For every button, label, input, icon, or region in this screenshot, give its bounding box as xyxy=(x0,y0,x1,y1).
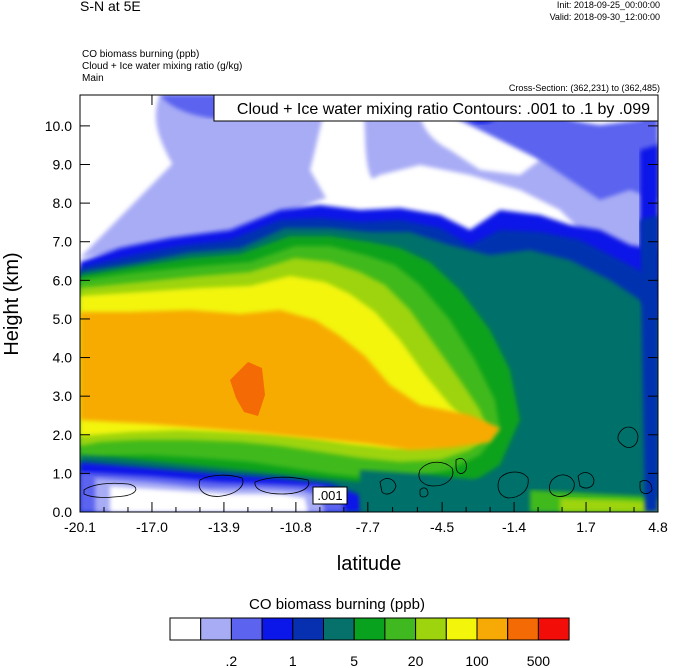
colorbar-label: 1 xyxy=(289,653,297,668)
contour-legend-text: Cloud + Ice water mixing ratio Contours:… xyxy=(237,101,650,118)
colorbar-swatch xyxy=(353,617,386,641)
contour-legend-box xyxy=(213,94,659,122)
colorbar-swatch xyxy=(200,617,232,641)
cloud-contours xyxy=(83,426,653,499)
colorbar-swatch xyxy=(169,617,202,641)
y-tick-label: 8.0 xyxy=(53,195,73,211)
x-tick-label: 1.7 xyxy=(576,519,596,535)
y-tick-label: 7.0 xyxy=(53,234,73,250)
x-tick-label: -7.7 xyxy=(356,519,380,535)
init-time: Init: 2018-09-25_00:00:00 xyxy=(556,0,660,10)
contour-label-text: .001 xyxy=(317,488,342,503)
colorbar-swatch xyxy=(445,617,478,641)
contour-fill-field xyxy=(80,95,658,512)
y-axis-ticks: 0.0 1.0 2.0 3.0 4.0 5.0 6.0 7.0 8.0 9.0 10.0 xyxy=(45,118,658,520)
y-tick-label: 6.0 xyxy=(53,272,73,288)
y-tick-label: 10.0 xyxy=(45,118,72,134)
x-tick-label: -17.0 xyxy=(136,519,168,535)
y-tick-label: 3.0 xyxy=(53,388,73,404)
colorbar-swatch xyxy=(476,617,509,641)
colorbar-swatch xyxy=(323,617,355,641)
y-tick-label: 2.0 xyxy=(53,427,73,443)
y-tick-label: 1.0 xyxy=(53,465,73,481)
x-tick-label: -4.5 xyxy=(430,519,454,535)
subtitle-line-1: CO biomass burning (ppb) xyxy=(82,49,200,60)
colorbar-swatch xyxy=(261,617,294,641)
colorbar-label: 100 xyxy=(465,653,489,668)
valid-time: Valid: 2018-09-30_12:00:00 xyxy=(549,12,660,22)
colorbar-swatch xyxy=(384,617,417,641)
x-tick-label: -1.4 xyxy=(502,519,526,535)
colorbar-labels: .2 1 5 20 100 500 xyxy=(226,653,551,668)
colorbar-swatch xyxy=(415,617,447,641)
colorbar-swatch xyxy=(292,617,324,641)
y-tick-label: 5.0 xyxy=(53,311,73,327)
colorbar-label: 500 xyxy=(527,653,551,668)
colorbar-label: 20 xyxy=(408,653,424,668)
chart-left-title: S-N at 5E xyxy=(80,0,141,14)
x-tick-label: -20.1 xyxy=(64,519,96,535)
x-tick-label: 4.8 xyxy=(648,519,668,535)
colorbar-label: .2 xyxy=(226,653,238,668)
y-tick-label: 0.0 xyxy=(53,504,73,520)
contour-label-box xyxy=(312,486,348,505)
colorbar-swatch xyxy=(507,617,539,641)
colorbar-label: 5 xyxy=(350,653,358,668)
subtitle-line-3: Main xyxy=(82,73,104,84)
x-axis-title: latitude xyxy=(337,553,402,575)
cross-section-label: Cross-Section: (362,231) to (362,485) xyxy=(508,83,660,93)
x-tick-label: -13.9 xyxy=(208,519,240,535)
colorbar-swatch xyxy=(230,617,263,641)
x-tick-label: -10.8 xyxy=(280,519,312,535)
colorbar-swatch xyxy=(537,617,570,641)
colorbar-title: CO biomass burning (ppb) xyxy=(249,596,425,613)
y-tick-label: 9.0 xyxy=(53,157,73,173)
y-axis-title: Height (km) xyxy=(1,252,23,355)
x-axis-ticks: -20.1 -17.0 -13.9 -10.8 -7.7 -4.5 -1.4 1.7 4.8 xyxy=(64,95,668,535)
subtitle-line-2: Cloud + Ice water mixing ratio (g/kg) xyxy=(82,61,243,72)
y-tick-label: 4.0 xyxy=(53,350,73,366)
colorbar xyxy=(169,617,570,641)
